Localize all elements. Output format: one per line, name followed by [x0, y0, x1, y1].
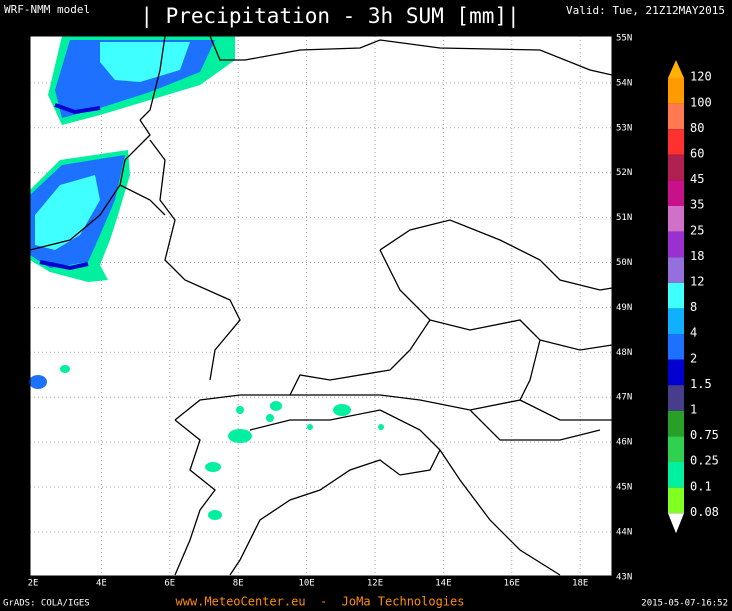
- colorbar-segment: [668, 487, 684, 514]
- lat-label: 51N: [616, 213, 632, 223]
- colorbar-segment: [668, 154, 684, 181]
- colorbar-segment: [668, 206, 684, 232]
- precipitation: [29, 36, 384, 520]
- grid: [30, 36, 612, 576]
- footer-left: GrADS: COLA/IGES: [3, 599, 90, 609]
- lat-label: 47N: [616, 393, 632, 403]
- colorbar-segment: [668, 231, 684, 258]
- lat-label: 46N: [616, 438, 632, 448]
- lat-label: 52N: [616, 168, 632, 178]
- colorbar-label: 0.1: [690, 479, 712, 493]
- colorbar-label: 18: [690, 249, 704, 263]
- model-label: WRF-NMM model: [4, 3, 90, 16]
- lat-label: 50N: [616, 258, 632, 268]
- colorbar-bottom-arrow: [668, 513, 684, 534]
- map-title: | Precipitation - 3h SUM [mm]|: [140, 4, 519, 29]
- lon-label: 2E: [28, 579, 39, 589]
- lon-label: 18E: [572, 579, 588, 589]
- footer-center: www.MeteoCenter.eu - JoMa Technologies: [176, 595, 465, 609]
- colorbar-segment: [668, 129, 684, 155]
- colorbar-label: 60: [690, 147, 704, 161]
- map-frame: [29, 35, 613, 577]
- colorbar-label: 25: [690, 223, 704, 237]
- colorbar-label: 0.08: [690, 505, 719, 519]
- colorbar: 120 100 80 60 45 35 25 18 12 8 4 2 1.5 1 0.75 0.25 0.1 0.…: [668, 60, 719, 534]
- lon-label: 12E: [367, 579, 383, 589]
- lat-label: 43N: [616, 572, 632, 582]
- colorbar-segment: [668, 436, 684, 462]
- colorbar-label: 2: [690, 351, 697, 365]
- lon-label: 8E: [233, 579, 244, 589]
- lon-label: 16E: [504, 579, 520, 589]
- footer-right: 2015-05-07-16:52: [641, 599, 728, 609]
- colorbar-label: 80: [690, 121, 704, 135]
- colorbar-segment: [668, 308, 684, 334]
- colorbar-segment: [668, 180, 684, 206]
- map-area: [30, 36, 612, 576]
- colorbar-segment: [668, 462, 684, 488]
- colorbar-segment: [668, 282, 684, 309]
- colorbar-label: 0.25: [690, 454, 719, 468]
- lat-label: 44N: [616, 527, 632, 537]
- colorbar-label: 0.75: [690, 428, 719, 442]
- borders: [29, 35, 613, 576]
- colorbar-segment: [668, 78, 684, 104]
- colorbar-segment: [668, 334, 684, 360]
- colorbar-top-arrow: [668, 60, 684, 78]
- lat-label: 49N: [616, 303, 632, 313]
- colorbar-label: 120: [690, 70, 712, 84]
- colorbar-segment: [668, 359, 684, 386]
- colorbar-label: 45: [690, 172, 704, 186]
- lon-label: 14E: [435, 579, 451, 589]
- colorbar-label: 8: [690, 300, 697, 314]
- lat-label: 55N: [616, 34, 632, 44]
- colorbar-label: 12: [690, 275, 704, 289]
- colorbar-label: 100: [690, 95, 712, 109]
- colorbar-label: 35: [690, 198, 704, 212]
- lon-label: 10E: [298, 579, 314, 589]
- colorbar-segment: [668, 385, 684, 411]
- axis-labels: 55N 54N 53N 52N 51N 50N 49N 48N 47N 46N 45N 44N 43N 2…: [28, 34, 633, 589]
- lat-label: 54N: [616, 78, 632, 88]
- lat-label: 48N: [616, 348, 632, 358]
- lat-label: 53N: [616, 123, 632, 133]
- valid-time: Valid: Tue, 21Z12MAY2015: [566, 4, 725, 17]
- lon-label: 6E: [164, 579, 175, 589]
- colorbar-segment: [668, 257, 684, 283]
- colorbar-segment: [668, 103, 684, 130]
- colorbar-segment: [668, 410, 684, 437]
- colorbar-label: 4: [690, 326, 697, 340]
- colorbar-label: 1.5: [690, 377, 712, 391]
- colorbar-label: 1: [690, 403, 697, 417]
- lon-label: 4E: [96, 579, 107, 589]
- lat-label: 45N: [616, 483, 632, 493]
